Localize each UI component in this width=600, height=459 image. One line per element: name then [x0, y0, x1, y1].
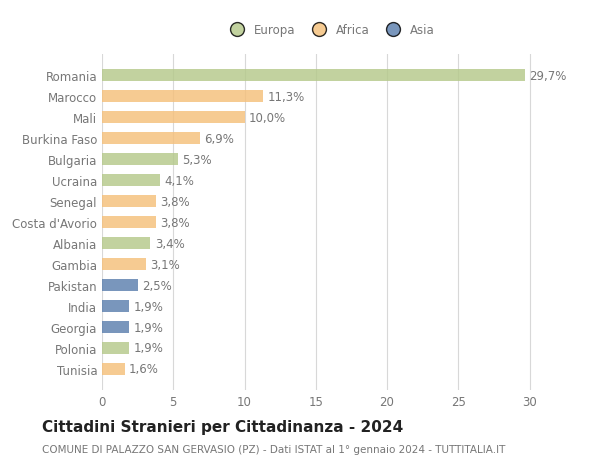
- Text: 3,1%: 3,1%: [151, 258, 180, 271]
- Legend: Europa, Africa, Asia: Europa, Africa, Asia: [222, 21, 438, 41]
- Bar: [102, 259, 146, 270]
- Text: 6,9%: 6,9%: [205, 132, 235, 146]
- Bar: [102, 133, 200, 145]
- Text: 3,8%: 3,8%: [160, 216, 190, 229]
- Text: 2,5%: 2,5%: [142, 279, 172, 292]
- Bar: [102, 91, 263, 103]
- Text: 1,9%: 1,9%: [133, 300, 163, 313]
- Text: 1,9%: 1,9%: [133, 321, 163, 334]
- Bar: [102, 217, 156, 229]
- Bar: [102, 112, 245, 123]
- Bar: [102, 301, 129, 312]
- Bar: [102, 280, 137, 291]
- Text: 1,6%: 1,6%: [129, 363, 159, 375]
- Bar: [102, 70, 525, 82]
- Bar: [102, 364, 125, 375]
- Bar: [102, 196, 156, 207]
- Text: 11,3%: 11,3%: [268, 90, 305, 103]
- Text: COMUNE DI PALAZZO SAN GERVASIO (PZ) - Dati ISTAT al 1° gennaio 2024 - TUTTITALIA: COMUNE DI PALAZZO SAN GERVASIO (PZ) - Da…: [42, 444, 505, 454]
- Bar: [102, 322, 129, 333]
- Text: 1,9%: 1,9%: [133, 342, 163, 355]
- Text: 5,3%: 5,3%: [182, 153, 211, 166]
- Text: 3,8%: 3,8%: [160, 195, 190, 208]
- Bar: [102, 175, 160, 186]
- Text: 3,4%: 3,4%: [155, 237, 184, 250]
- Bar: [102, 342, 129, 354]
- Text: 10,0%: 10,0%: [249, 112, 286, 124]
- Text: Cittadini Stranieri per Cittadinanza - 2024: Cittadini Stranieri per Cittadinanza - 2…: [42, 419, 403, 434]
- Bar: [102, 154, 178, 166]
- Text: 29,7%: 29,7%: [530, 70, 567, 83]
- Bar: [102, 238, 151, 249]
- Text: 4,1%: 4,1%: [164, 174, 194, 187]
